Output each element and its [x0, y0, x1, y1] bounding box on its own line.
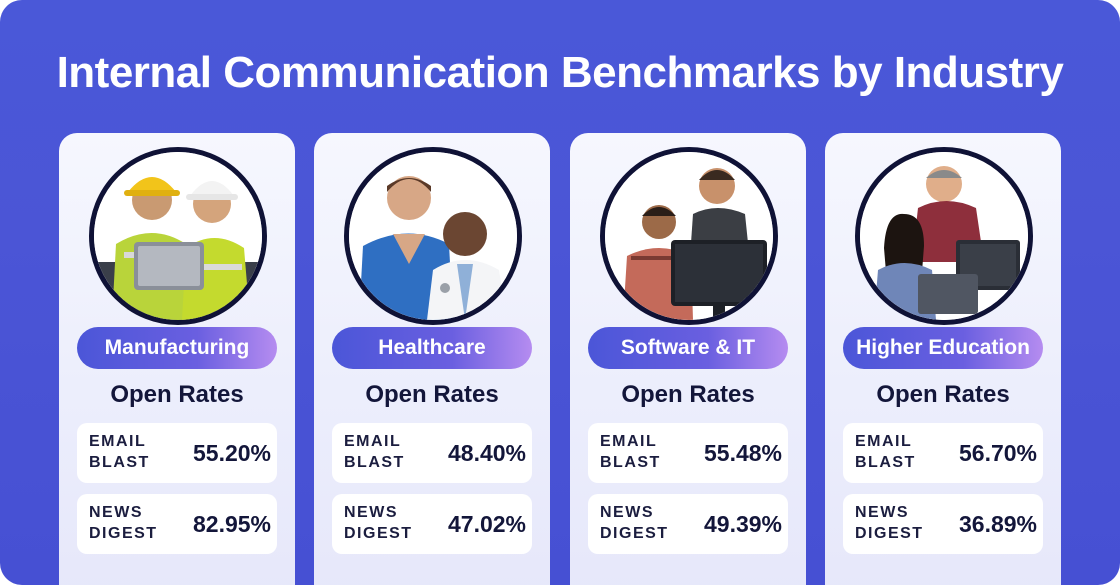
email-blast-value: 48.40%: [447, 439, 526, 466]
email-blast-row: EMAIL BLAST 55.20%: [77, 423, 277, 483]
industry-card-healthcare: Healthcare Open Rates EMAIL BLAST 48.40%…: [314, 133, 550, 585]
news-digest-row: NEWS DIGEST 49.39%: [588, 494, 788, 554]
industry-label-pill: Healthcare: [332, 327, 532, 369]
software-it-team-photo: [600, 147, 778, 325]
email-blast-label: EMAIL BLAST: [89, 433, 150, 471]
email-blast-row: EMAIL BLAST 48.40%: [332, 423, 532, 483]
news-digest-value: 47.02%: [447, 510, 526, 537]
industry-card-higher-education: Higher Education Open Rates EMAIL BLAST …: [825, 133, 1061, 585]
news-digest-label: NEWS DIGEST: [344, 504, 413, 542]
email-blast-label: EMAIL BLAST: [855, 433, 916, 471]
email-blast-row: EMAIL BLAST 56.70%: [843, 423, 1043, 483]
news-digest-value: 36.89%: [958, 510, 1037, 537]
industry-label-pill: Manufacturing: [77, 327, 277, 369]
page-title: Internal Communication Benchmarks by Ind…: [56, 48, 1064, 97]
email-blast-value: 55.48%: [703, 439, 782, 466]
industry-card-manufacturing: Manufacturing Open Rates EMAIL BLAST 55.…: [59, 133, 295, 585]
news-digest-label: NEWS DIGEST: [855, 504, 924, 542]
news-digest-value: 82.95%: [192, 510, 271, 537]
industry-label-pill: Higher Education: [843, 327, 1043, 369]
metric-title: Open Rates: [621, 381, 755, 408]
news-digest-row: NEWS DIGEST 47.02%: [332, 494, 532, 554]
industry-label-pill: Software & IT: [588, 327, 788, 369]
email-blast-row: EMAIL BLAST 55.48%: [588, 423, 788, 483]
email-blast-value: 56.70%: [958, 439, 1037, 466]
metric-title: Open Rates: [876, 381, 1010, 408]
email-blast-label: EMAIL BLAST: [600, 433, 661, 471]
email-blast-value: 55.20%: [192, 439, 271, 466]
industry-card-software-it: Software & IT Open Rates EMAIL BLAST 55.…: [570, 133, 806, 585]
email-blast-label: EMAIL BLAST: [344, 433, 405, 471]
news-digest-value: 49.39%: [703, 510, 782, 537]
healthcare-doctors-photo: [344, 147, 522, 325]
news-digest-row: NEWS DIGEST 36.89%: [843, 494, 1043, 554]
higher-education-people-photo: [855, 147, 1033, 325]
manufacturing-workers-photo: [89, 147, 267, 325]
news-digest-label: NEWS DIGEST: [89, 504, 158, 542]
metric-title: Open Rates: [365, 381, 499, 408]
news-digest-row: NEWS DIGEST 82.95%: [77, 494, 277, 554]
metric-title: Open Rates: [110, 381, 244, 408]
news-digest-label: NEWS DIGEST: [600, 504, 669, 542]
